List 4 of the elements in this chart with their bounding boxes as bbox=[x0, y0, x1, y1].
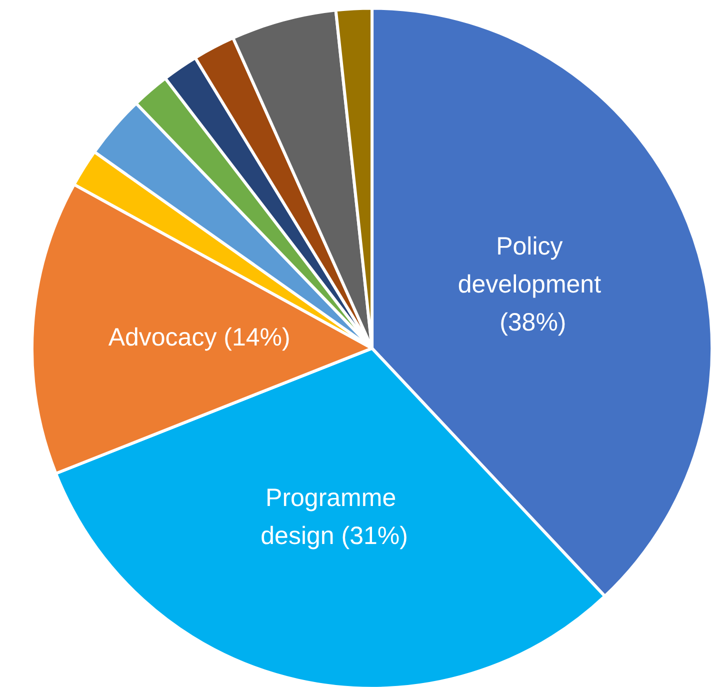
slice-label: Advocacy (14%) bbox=[108, 323, 290, 352]
slice-label: Programme design (31%) bbox=[260, 484, 408, 550]
data-label: (38%) bbox=[500, 308, 566, 337]
slice-label: Policy development bbox=[458, 232, 608, 299]
